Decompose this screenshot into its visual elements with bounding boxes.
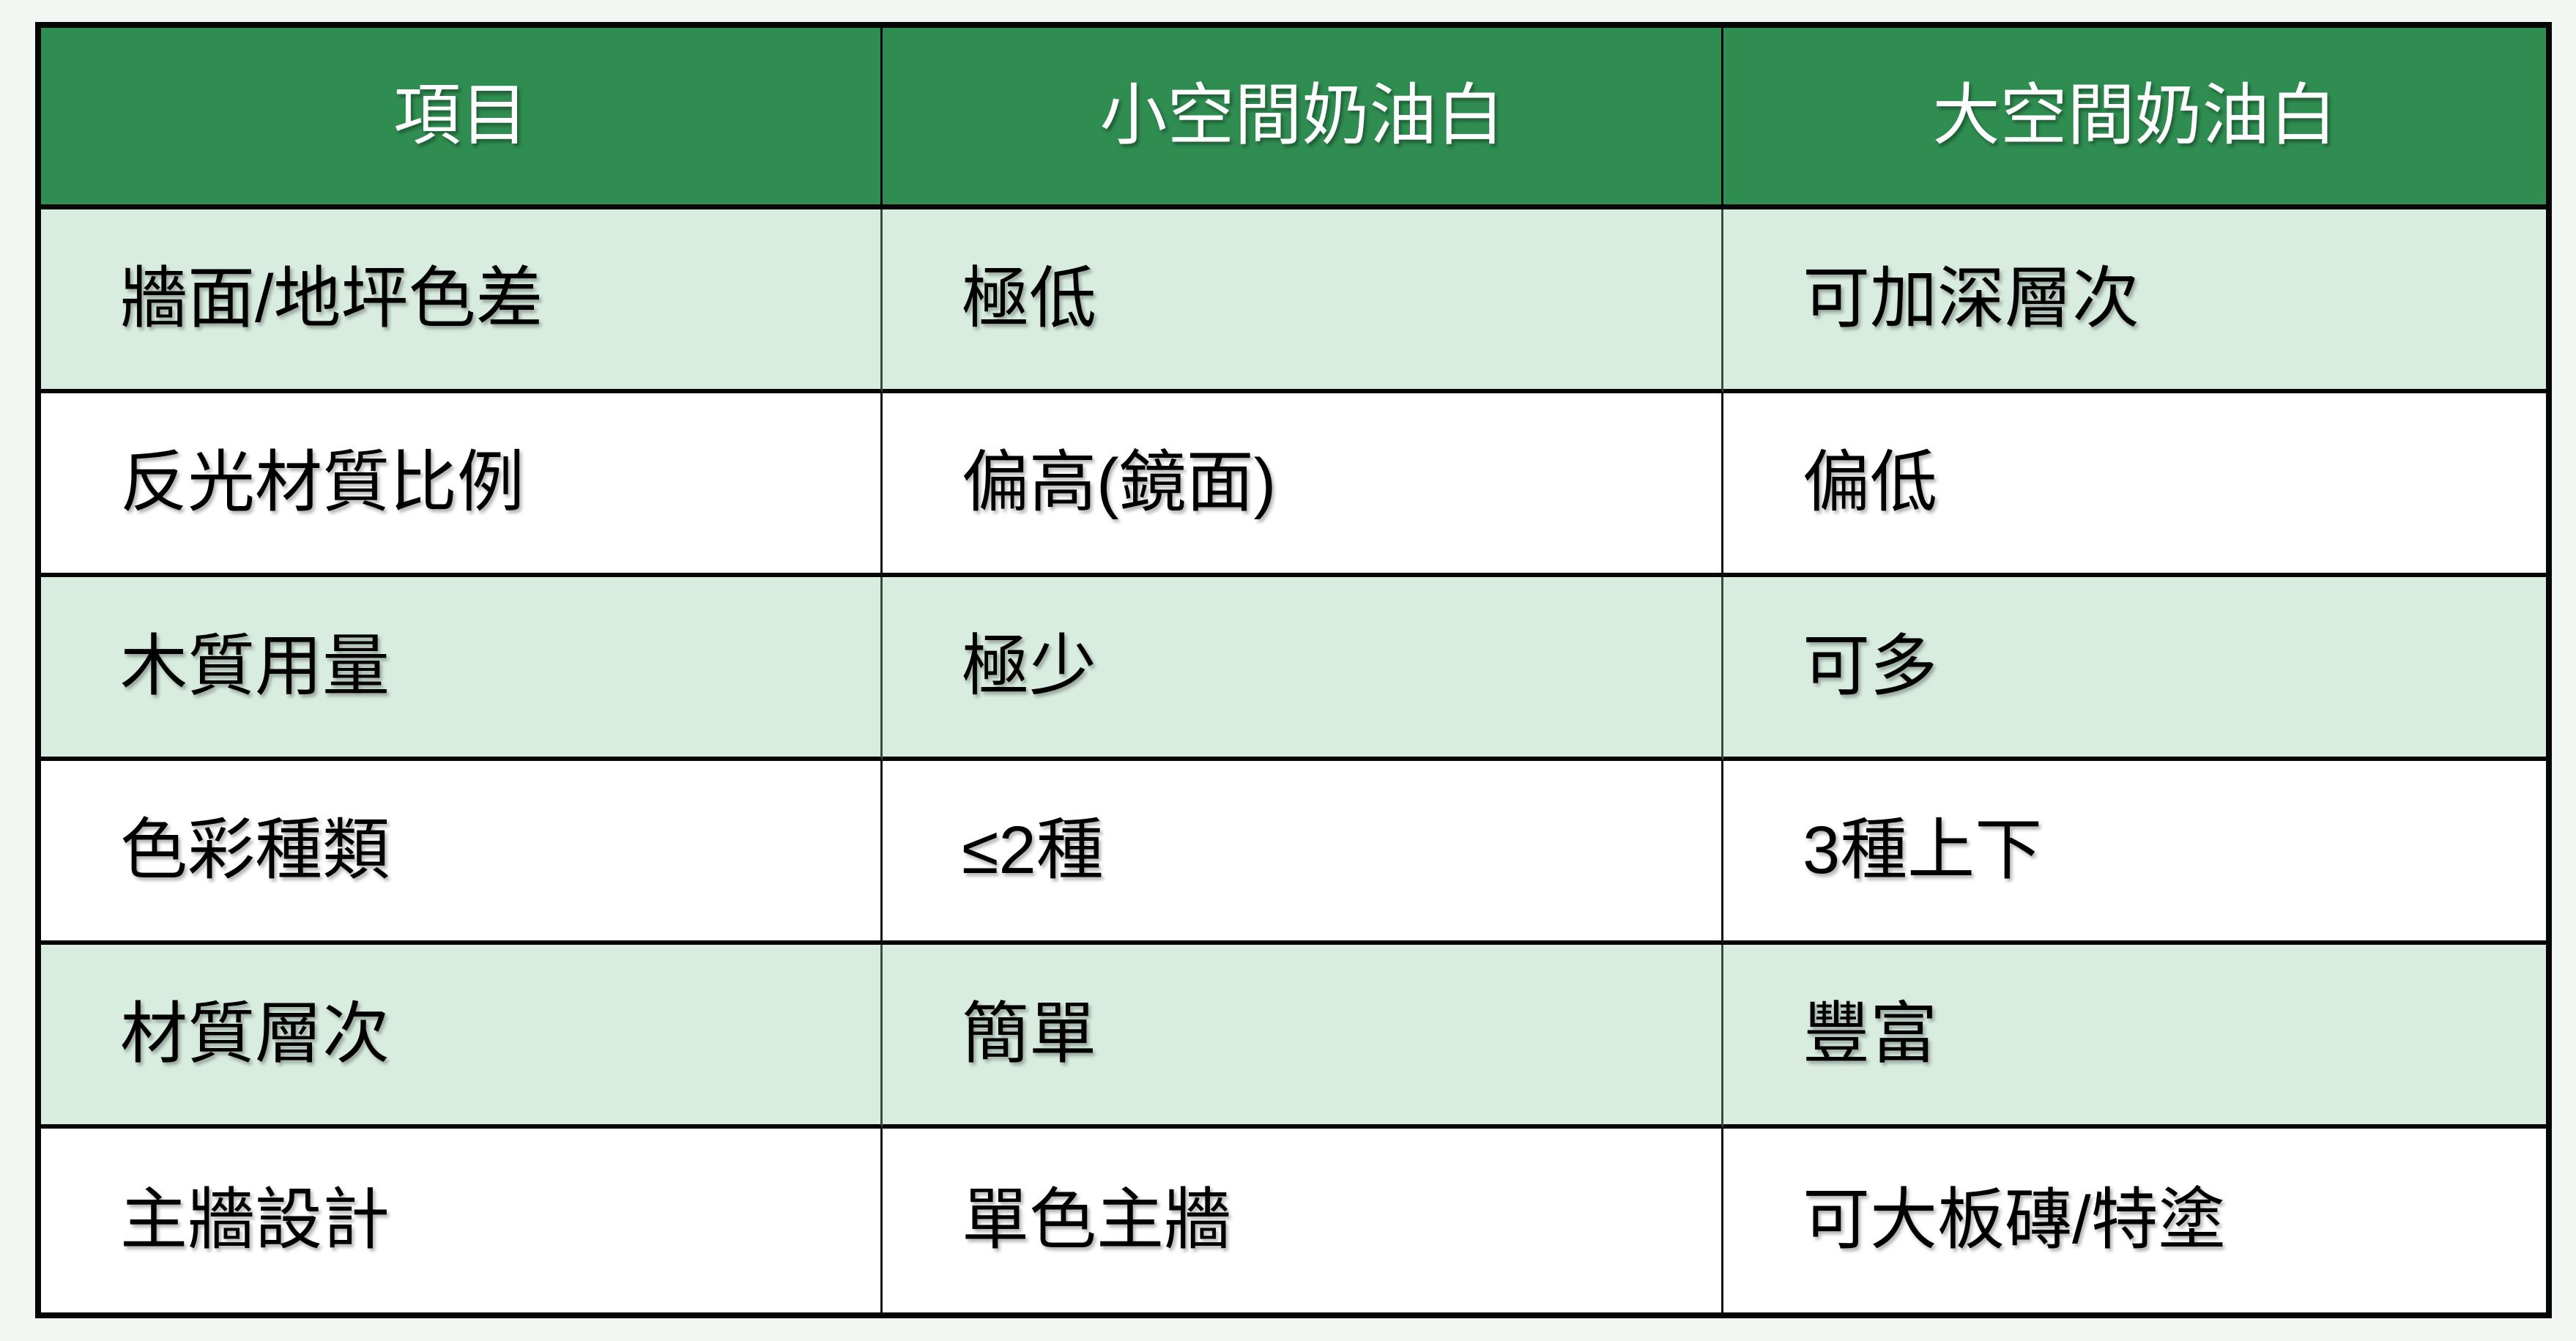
col-header-item: 項目 (41, 28, 883, 209)
col-header-large-space: 大空間奶油白 (1723, 28, 2546, 209)
cell-item: 木質用量 (41, 577, 883, 761)
cell-item: 材質層次 (41, 945, 883, 1129)
table-row: 材質層次 簡單 豐富 (41, 945, 2546, 1129)
cell-large-space: 豐富 (1723, 945, 2546, 1129)
cell-item: 主牆設計 (41, 1129, 883, 1312)
table-row: 木質用量 極少 可多 (41, 577, 2546, 761)
cell-small-space: 單色主牆 (883, 1129, 1723, 1312)
cell-large-space: 3種上下 (1723, 761, 2546, 945)
cell-small-space: 極少 (883, 577, 1723, 761)
cell-small-space: ≤2種 (883, 761, 1723, 945)
col-header-small-space: 小空間奶油白 (883, 28, 1723, 209)
cell-large-space: 可大板磚/特塗 (1723, 1129, 2546, 1312)
table-row: 牆面/地坪色差 極低 可加深層次 (41, 209, 2546, 393)
cell-large-space: 可多 (1723, 577, 2546, 761)
cell-large-space: 可加深層次 (1723, 209, 2546, 393)
cell-small-space: 極低 (883, 209, 1723, 393)
table-row: 主牆設計 單色主牆 可大板磚/特塗 (41, 1129, 2546, 1312)
header-row: 項目 小空間奶油白 大空間奶油白 (41, 28, 2546, 209)
comparison-table: 項目 小空間奶油白 大空間奶油白 牆面/地坪色差 極低 可加深層次 反光材質比例… (35, 22, 2552, 1318)
cell-item: 反光材質比例 (41, 393, 883, 577)
cell-small-space: 偏高(鏡面) (883, 393, 1723, 577)
cell-item: 牆面/地坪色差 (41, 209, 883, 393)
cell-large-space: 偏低 (1723, 393, 2546, 577)
table-row: 色彩種類 ≤2種 3種上下 (41, 761, 2546, 945)
table-row: 反光材質比例 偏高(鏡面) 偏低 (41, 393, 2546, 577)
cell-small-space: 簡單 (883, 945, 1723, 1129)
cell-item: 色彩種類 (41, 761, 883, 945)
